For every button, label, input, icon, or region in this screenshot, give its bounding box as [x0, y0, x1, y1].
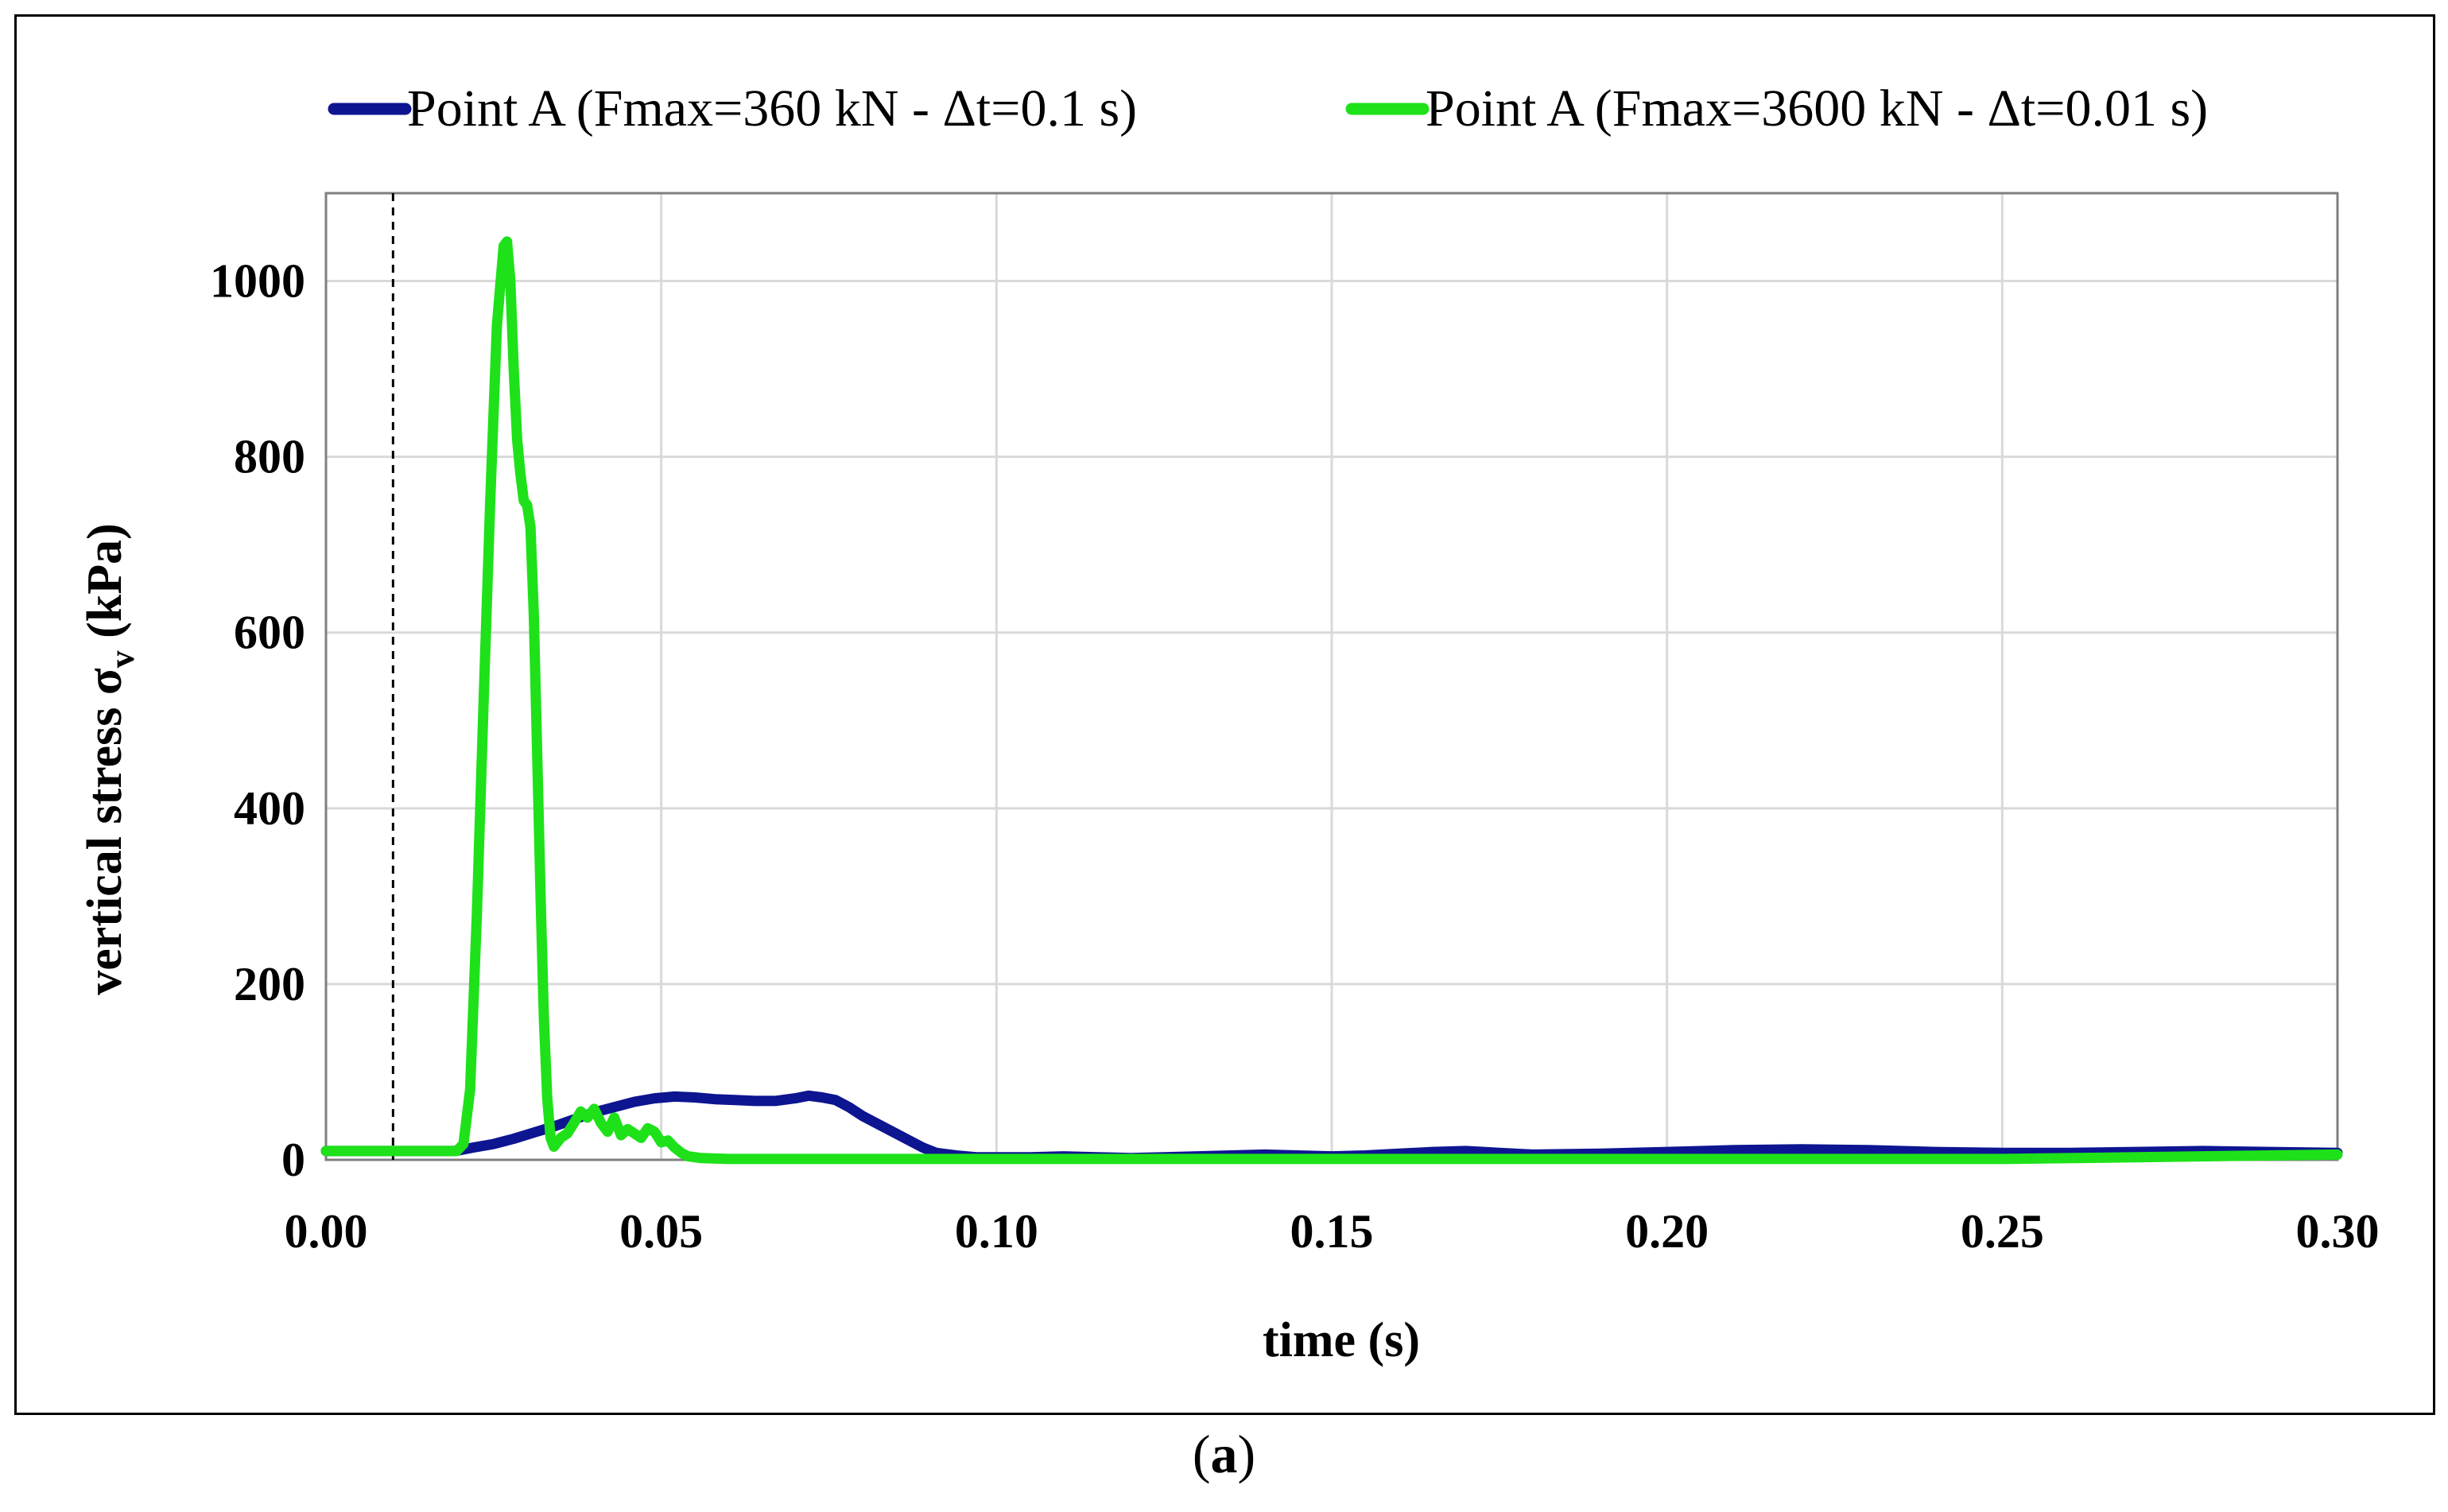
panel-label-letter: a: [1210, 1424, 1238, 1484]
y-axis-title-main: vertical stress σ: [78, 668, 132, 995]
y-tick-label: 400: [234, 782, 305, 835]
legend-label-series-1: Point A (Fmax=360 kN - Δt=0.1 s): [407, 79, 1137, 138]
y-tick-label: 0: [281, 1134, 305, 1186]
y-tick-label: 200: [234, 958, 305, 1010]
y-tick-label: 600: [234, 607, 305, 659]
legend-label-series-2: Point A (Fmax=3600 kN - Δt=0.01 s): [1426, 79, 2208, 138]
x-tick-label: 0.05: [619, 1205, 703, 1258]
panel-label: (a): [0, 1423, 2448, 1486]
legend: Point A (Fmax=360 kN - Δt=0.1 s) Point A…: [328, 79, 2208, 138]
y-axis-title: vertical stress σv (kPa): [78, 523, 142, 994]
y-tick-label: 1000: [210, 255, 305, 308]
x-tick-label: 0.00: [285, 1205, 368, 1258]
x-tick-label: 0.15: [1290, 1205, 1374, 1258]
x-axis-title: time (s): [1263, 1313, 1420, 1367]
chart-frame: [14, 14, 2435, 1415]
y-axis-title-subscript: v: [103, 650, 142, 668]
series-line-2: [320, 236, 2343, 1165]
x-tick-label: 0.10: [955, 1205, 1038, 1258]
series-layer: [320, 236, 2343, 1165]
x-tick-label: 0.20: [1625, 1205, 1709, 1258]
y-axis-title-unit: (kPa): [78, 523, 132, 650]
grid-layer: [326, 193, 2337, 1160]
tick-label-layer: 0 200 400 600 800 1000 0.00 0.05 0.10 0.15 0.20 0.2…: [210, 255, 2380, 1258]
panel-label-close: ): [1237, 1424, 1256, 1484]
panel-label-open: (: [1192, 1424, 1211, 1484]
y-tick-label: 800: [234, 431, 305, 483]
x-tick-label: 0.25: [1961, 1205, 2044, 1258]
x-tick-label: 0.30: [2296, 1205, 2380, 1258]
